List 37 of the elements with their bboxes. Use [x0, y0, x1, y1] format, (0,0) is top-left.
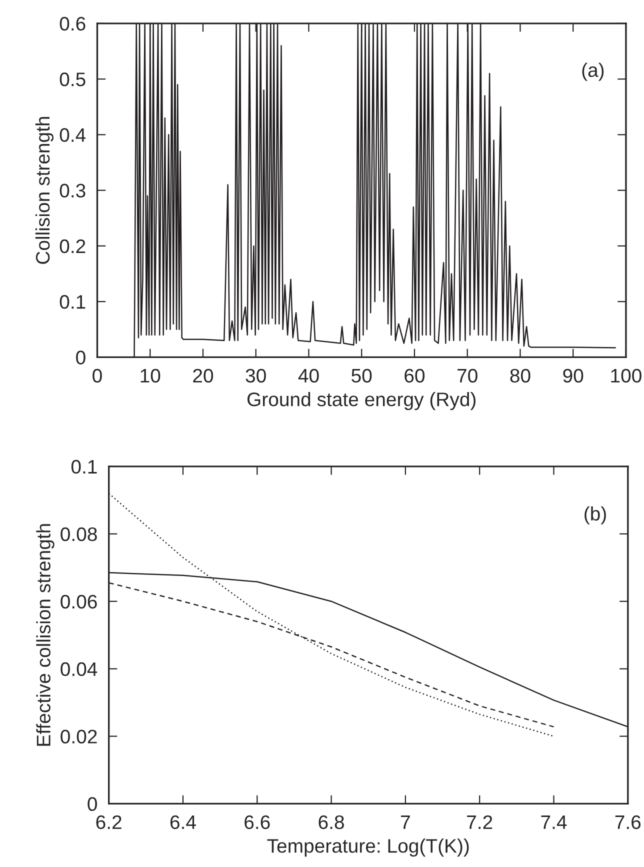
- x-tick-label: 6.4: [170, 815, 196, 830]
- y-tick-label: 0.1: [71, 460, 97, 474]
- y-axis-title: Collision strength: [35, 116, 54, 264]
- x-tick-label: 7.4: [541, 816, 567, 829]
- y-tick-label: 0: [76, 350, 86, 364]
- x-tick-label: 100: [611, 368, 642, 383]
- x-tick-label: 20: [193, 368, 214, 383]
- x-tick-label: 30: [246, 368, 266, 383]
- x-axis-title: Temperature: Log(T(K)): [267, 838, 469, 857]
- x-tick-label: 10: [140, 368, 160, 383]
- x-axis-title: Ground state energy (Ryd): [247, 392, 476, 410]
- y-tick-label: 0.4: [60, 128, 86, 142]
- x-tick-label: 90: [563, 368, 584, 383]
- x-tick-label: 6.6: [244, 815, 270, 830]
- x-tick-label: 80: [510, 368, 530, 383]
- y-tick-label: 0.04: [60, 662, 98, 676]
- x-tick-label: 7: [401, 816, 410, 829]
- y-tick-label: 0.5: [60, 72, 86, 86]
- x-tick-label: 7.6: [615, 815, 641, 830]
- x-tick-label: 60: [404, 368, 425, 383]
- annotation: (a): [582, 62, 604, 81]
- x-tick-label: 7.2: [467, 815, 492, 829]
- x-tick-label: 70: [458, 368, 478, 383]
- annotation: (b): [584, 506, 606, 524]
- y-tick-label: 0.2: [60, 239, 86, 254]
- y-axis-title: Effective collision strength: [36, 524, 54, 746]
- y-tick-label: 0.6: [60, 16, 86, 31]
- x-tick-label: 40: [298, 368, 319, 383]
- y-tick-label: 0.08: [60, 527, 97, 542]
- x-tick-label: 50: [352, 368, 372, 383]
- y-tick-label: 0: [88, 797, 97, 811]
- y-tick-label: 0.06: [60, 594, 97, 609]
- x-tick-label: 6.8: [318, 815, 344, 830]
- y-tick-label: 0.3: [60, 184, 86, 198]
- y-tick-label: 0.1: [60, 295, 86, 309]
- x-tick-label: 6.2: [96, 815, 122, 830]
- y-tick-label: 0.02: [60, 730, 97, 744]
